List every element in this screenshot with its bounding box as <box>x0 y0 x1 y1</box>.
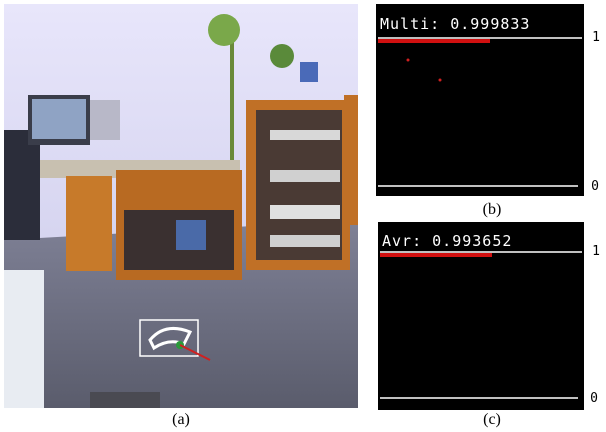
score-text: Avr: 0.993652 <box>382 232 512 250</box>
red-dot <box>407 59 410 62</box>
score-text: Multi: 0.999833 <box>380 15 530 33</box>
top-label: 1 <box>592 30 600 45</box>
panel-label: (b) <box>483 201 502 218</box>
red-dot <box>439 79 442 82</box>
panel-label: (a) <box>172 411 190 428</box>
photo <box>4 4 358 408</box>
top-label: 1 <box>592 244 600 259</box>
page: (a) Multi: 0.999833 1 0 (b) Avr: 0.99365… <box>0 0 606 432</box>
plot-panel <box>378 222 584 410</box>
panel-label: (c) <box>483 411 501 428</box>
figure: (a) Multi: 0.999833 1 0 (b) Avr: 0.99365… <box>0 0 606 432</box>
bottom-label: 0 <box>590 391 598 406</box>
bottom-label: 0 <box>591 179 599 194</box>
